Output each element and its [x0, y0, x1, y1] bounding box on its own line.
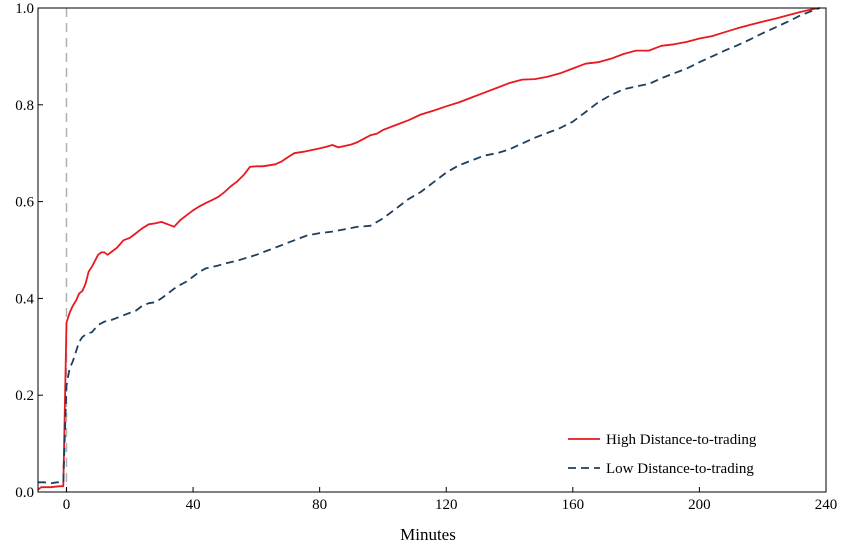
legend-label-low: Low Distance-to-trading [606, 461, 754, 477]
plot-frame [37, 7, 827, 493]
x-tick-label: 240 [815, 497, 838, 513]
legend-label-high: High Distance-to-trading [606, 432, 757, 448]
y-tick-label: 0.4 [15, 291, 34, 307]
y-tick-label: 0.6 [15, 195, 34, 211]
series-line-high [37, 7, 820, 491]
y-tick-label: 0.0 [15, 485, 34, 501]
x-tick-label: 0 [63, 497, 71, 513]
y-tick-label: 0.2 [15, 388, 34, 404]
legend: High Distance-to-trading Low Distance-to… [568, 432, 757, 477]
x-tick-label: 40 [186, 497, 201, 513]
axis-ticks: 0 40 80 120 160 200 240 0.0 0.2 0.4 0.6 0.8 1.0 [15, 1, 837, 513]
series-line-low [38, 7, 821, 485]
y-tick-label: 0.8 [15, 98, 34, 114]
x-tick-label: 200 [688, 497, 711, 513]
x-tick-label: 80 [312, 497, 327, 513]
x-tick-label: 120 [435, 497, 458, 513]
x-tick-label: 160 [562, 497, 585, 513]
x-axis-title: Minutes [400, 525, 456, 544]
y-tick-label: 1.0 [15, 1, 34, 17]
plot-lines [37, 7, 821, 492]
